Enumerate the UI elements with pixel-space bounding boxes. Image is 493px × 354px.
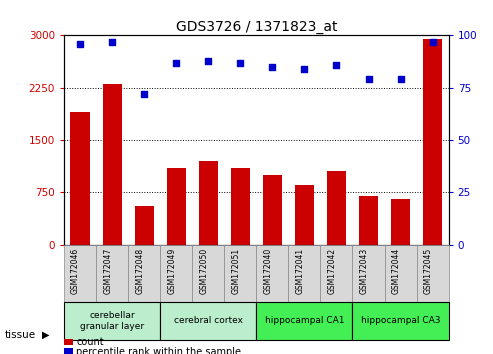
Bar (231, 168, 250, 245)
Bar (417, 245, 449, 302)
Text: count: count (76, 337, 104, 347)
Bar (385, 245, 417, 302)
Bar (295, 185, 314, 245)
Text: GSM172040: GSM172040 (263, 247, 272, 294)
Text: GSM172048: GSM172048 (135, 247, 144, 294)
Text: GSM172050: GSM172050 (199, 247, 208, 294)
Title: GDS3726 / 1371823_at: GDS3726 / 1371823_at (176, 21, 337, 34)
Point (268, 64, 276, 70)
Bar (64, 245, 96, 302)
Bar (288, 245, 320, 302)
Point (204, 58, 212, 63)
Bar (263, 175, 282, 245)
Text: hippocampal CA1: hippocampal CA1 (265, 316, 344, 325)
Point (108, 39, 116, 45)
Text: GSM172049: GSM172049 (167, 247, 176, 294)
Bar (423, 39, 442, 245)
Bar (96, 245, 128, 302)
Bar (192, 245, 224, 302)
Bar (128, 245, 160, 302)
Text: GSM172042: GSM172042 (327, 247, 336, 294)
Text: hippocampal CA3: hippocampal CA3 (361, 316, 440, 325)
Bar (352, 245, 385, 302)
Bar (199, 161, 218, 245)
Text: ▶: ▶ (42, 330, 49, 339)
Point (396, 76, 404, 82)
Text: GSM172043: GSM172043 (359, 247, 368, 294)
Text: GSM172051: GSM172051 (231, 247, 240, 294)
Bar (256, 245, 288, 302)
Point (236, 60, 244, 65)
Text: percentile rank within the sample: percentile rank within the sample (76, 347, 242, 354)
Text: GSM172044: GSM172044 (391, 247, 400, 294)
Point (300, 66, 309, 72)
Text: GSM172045: GSM172045 (423, 247, 433, 294)
Point (173, 60, 180, 65)
Bar (352, 302, 449, 340)
Bar (359, 196, 378, 245)
Text: cerebellar
granular layer: cerebellar granular layer (80, 311, 144, 331)
Point (76, 41, 84, 47)
Text: GSM172046: GSM172046 (71, 247, 80, 294)
Text: GSM172041: GSM172041 (295, 247, 304, 294)
Text: cerebral cortex: cerebral cortex (174, 316, 243, 325)
Bar (70, 112, 90, 245)
Bar (160, 245, 192, 302)
Bar (135, 206, 154, 245)
Text: GSM172047: GSM172047 (103, 247, 112, 294)
Bar (64, 302, 160, 340)
Bar (327, 171, 346, 245)
Bar (167, 168, 186, 245)
Text: tissue: tissue (5, 330, 36, 339)
Bar (391, 199, 410, 245)
Point (332, 62, 340, 68)
Bar (320, 245, 352, 302)
Point (364, 76, 373, 82)
Bar (103, 84, 122, 245)
Point (140, 91, 148, 97)
Bar (224, 245, 256, 302)
Point (428, 39, 437, 45)
Bar (160, 302, 256, 340)
Bar (256, 302, 352, 340)
